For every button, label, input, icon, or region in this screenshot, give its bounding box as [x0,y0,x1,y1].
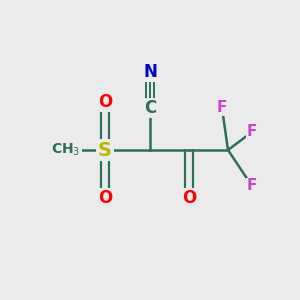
Text: N: N [143,63,157,81]
Text: O: O [98,93,112,111]
Text: F: F [217,100,227,116]
Text: S: S [98,140,112,160]
Text: F: F [247,178,257,194]
Text: F: F [247,124,257,140]
Text: O: O [182,189,196,207]
Text: CH$_3$: CH$_3$ [51,142,81,158]
Text: O: O [98,189,112,207]
Text: C: C [144,99,156,117]
